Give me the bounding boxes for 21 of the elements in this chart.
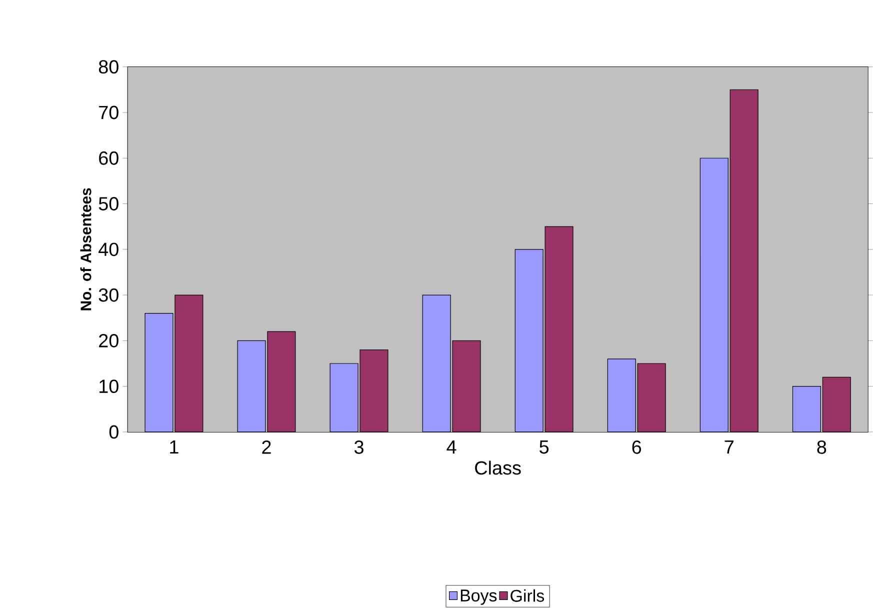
x-tick-label: 1	[170, 440, 178, 454]
x-tick-label: 4	[446, 440, 456, 454]
x-tick-label: 5	[540, 440, 549, 454]
x-tick-label: 6	[632, 440, 642, 454]
x-tick-label: 7	[724, 440, 734, 454]
y-tick-label: 20	[99, 334, 118, 348]
legend-label: Boys	[460, 590, 497, 606]
y-tick-label: 60	[99, 152, 118, 166]
y-tick-label: 40	[98, 242, 118, 256]
y-tick-label: 50	[98, 197, 118, 211]
y-axis-title: No. of Absentees	[80, 188, 92, 310]
legend-label: Girls	[510, 590, 544, 602]
y-tick-label: 30	[98, 288, 118, 302]
x-tick-label: 2	[262, 440, 271, 454]
x-tick-label: 8	[817, 440, 826, 454]
y-tick-label: 70	[99, 106, 118, 120]
y-tick-label: 10	[100, 380, 118, 394]
y-tick-label: 80	[98, 60, 118, 74]
x-axis-title: Class	[475, 460, 521, 475]
y-tick-label: 0	[109, 425, 118, 439]
x-tick-label: 3	[354, 440, 364, 454]
